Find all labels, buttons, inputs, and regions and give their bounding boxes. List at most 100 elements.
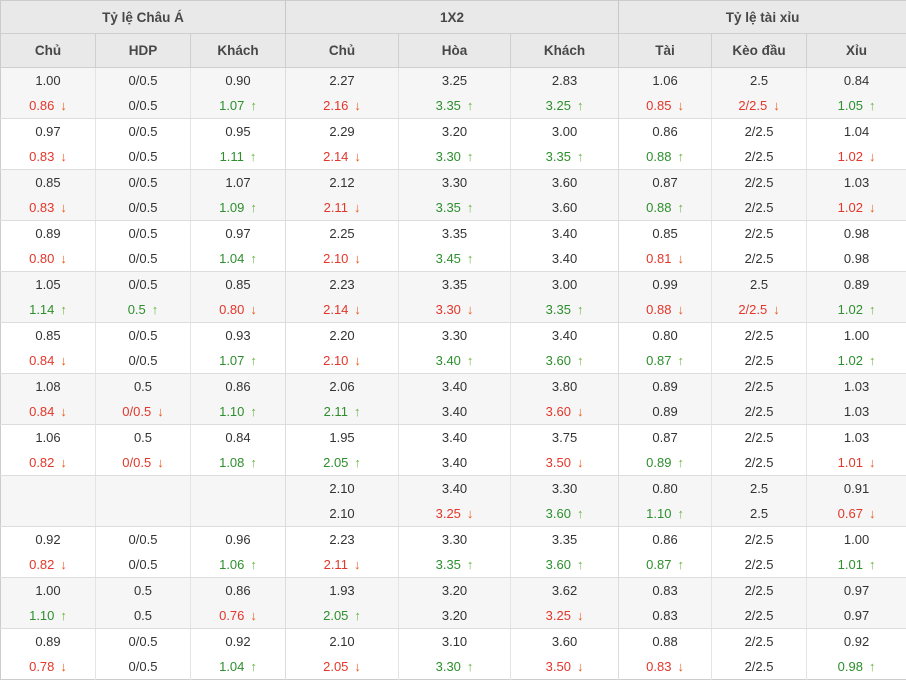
up-arrow-icon: ↑ (250, 98, 257, 113)
odds-cell: 0.80↓ (1, 246, 96, 272)
odds-value: 2/2.5 (745, 379, 774, 394)
odds-cell: 0.82↓ (1, 552, 96, 578)
odds-cell: 3.25↓ (399, 501, 511, 527)
odds-cell: 2/2.5 (712, 552, 807, 578)
odds-value: 0/0.5 (129, 634, 158, 649)
odds-cell: 0.78↓ (1, 654, 96, 680)
odds-cell: 0.84 (191, 425, 286, 451)
odds-cell (191, 501, 286, 527)
odds-value: 3.75 (552, 430, 577, 445)
odds-cell: 3.30↑ (399, 144, 511, 170)
header-group-1x2: 1X2 (286, 1, 619, 34)
odds-value: 3.60 (552, 634, 577, 649)
odds-cell: 2/2.5 (712, 450, 807, 476)
odds-cell: 1.07↑ (191, 348, 286, 374)
odds-value: 0.80 (29, 251, 54, 266)
odds-value: 0.89 (35, 226, 60, 241)
odds-value: 3.25 (436, 506, 461, 521)
odds-value: 1.03 (844, 430, 869, 445)
down-arrow-icon: ↓ (467, 302, 474, 317)
odds-cell: 0.83↓ (619, 654, 712, 680)
odds-cell: 3.40 (399, 476, 511, 502)
odds-value: 0.86 (652, 124, 677, 139)
odds-value: 2.10 (329, 634, 354, 649)
odds-value: 2.5 (750, 481, 768, 496)
odds-cell: 3.40 (399, 450, 511, 476)
odds-cell: 0.87↑ (619, 348, 712, 374)
odds-value: 3.00 (552, 124, 577, 139)
odds-cell: 0.87 (619, 425, 712, 451)
down-arrow-icon: ↓ (354, 200, 361, 215)
odds-cell: 3.45↑ (399, 246, 511, 272)
odds-value: 2.16 (323, 98, 348, 113)
odds-value: 3.60 (552, 175, 577, 190)
odds-value: 3.45 (436, 251, 461, 266)
odds-value: 2.29 (329, 124, 354, 139)
odds-cell: 3.40 (511, 221, 619, 247)
odds-value: 1.11 (220, 149, 244, 164)
odds-value: 1.01 (838, 455, 863, 470)
odds-value: 3.35 (436, 557, 461, 572)
odds-cell: 0.80 (619, 476, 712, 502)
odds-value: 2.5 (750, 73, 768, 88)
down-arrow-icon: ↓ (354, 557, 361, 572)
odds-value: 1.08 (35, 379, 60, 394)
odds-cell: 0.98 (807, 221, 906, 247)
odds-value: 0/0.5 (129, 277, 158, 292)
odds-column-header-row: Chủ HDP Khách Chủ Hòa Khách Tài Kèo đầu … (1, 34, 906, 68)
odds-value: 2.05 (323, 608, 348, 623)
odds-cell: 1.03 (807, 425, 906, 451)
odds-cell: 2.5 (712, 272, 807, 298)
odds-value: 2.10 (329, 481, 354, 496)
odds-value: 2/2.5 (745, 200, 774, 215)
odds-value: 0.97 (844, 583, 869, 598)
odds-cell: 3.60↑ (511, 348, 619, 374)
odds-value: 0.84 (29, 404, 54, 419)
down-arrow-icon: ↓ (354, 98, 361, 113)
up-arrow-icon: ↑ (354, 608, 361, 623)
odds-cell: 3.60↑ (511, 501, 619, 527)
down-arrow-icon: ↓ (157, 455, 164, 470)
odds-cell: 0.82↓ (1, 450, 96, 476)
odds-value: 0.83 (646, 659, 671, 674)
odds-value: 0.91 (844, 481, 869, 496)
odds-cell: 3.25↓ (511, 603, 619, 629)
odds-cell: 3.20 (399, 603, 511, 629)
odds-cell: 0.81↓ (619, 246, 712, 272)
odds-value: 0.97 (844, 608, 869, 623)
up-arrow-icon: ↑ (354, 455, 361, 470)
odds-cell: 2/2.5 (712, 246, 807, 272)
odds-value: 0/0.5 (129, 353, 158, 368)
odds-value: 2.20 (329, 328, 354, 343)
odds-cell: 1.07↑ (191, 93, 286, 119)
odds-cell: 2.83 (511, 68, 619, 94)
odds-cell: 0/0.5 (96, 144, 191, 170)
odds-cell: 0.84 (807, 68, 906, 94)
odds-value: 2.10 (323, 353, 348, 368)
odds-value: 2/2.5 (738, 98, 767, 113)
odds-cell: 0.97 (1, 119, 96, 145)
odds-value: 0/0.5 (129, 149, 158, 164)
down-arrow-icon: ↓ (869, 506, 876, 521)
odds-value: 0.67 (838, 506, 863, 521)
odds-cell: 2.20 (286, 323, 399, 349)
odds-cell: 3.50↓ (511, 654, 619, 680)
odds-cell: 0.83 (619, 603, 712, 629)
odds-cell: 3.35 (399, 272, 511, 298)
odds-cell: 0.92 (1, 527, 96, 553)
odds-value: 0.85 (652, 226, 677, 241)
odds-cell: 0/0.5 (96, 246, 191, 272)
odds-cell: 2/2.5↓ (712, 93, 807, 119)
odds-cell: 2/2.5 (712, 374, 807, 400)
odds-cell: 0.88 (619, 629, 712, 655)
odds-cell: 0.86 (191, 578, 286, 604)
odds-cell: 0.85 (1, 170, 96, 196)
odds-cell: 2/2.5 (712, 578, 807, 604)
odds-cell: 0.97 (191, 221, 286, 247)
odds-value: 2.11 (324, 557, 348, 572)
odds-cell: 0.86 (191, 374, 286, 400)
